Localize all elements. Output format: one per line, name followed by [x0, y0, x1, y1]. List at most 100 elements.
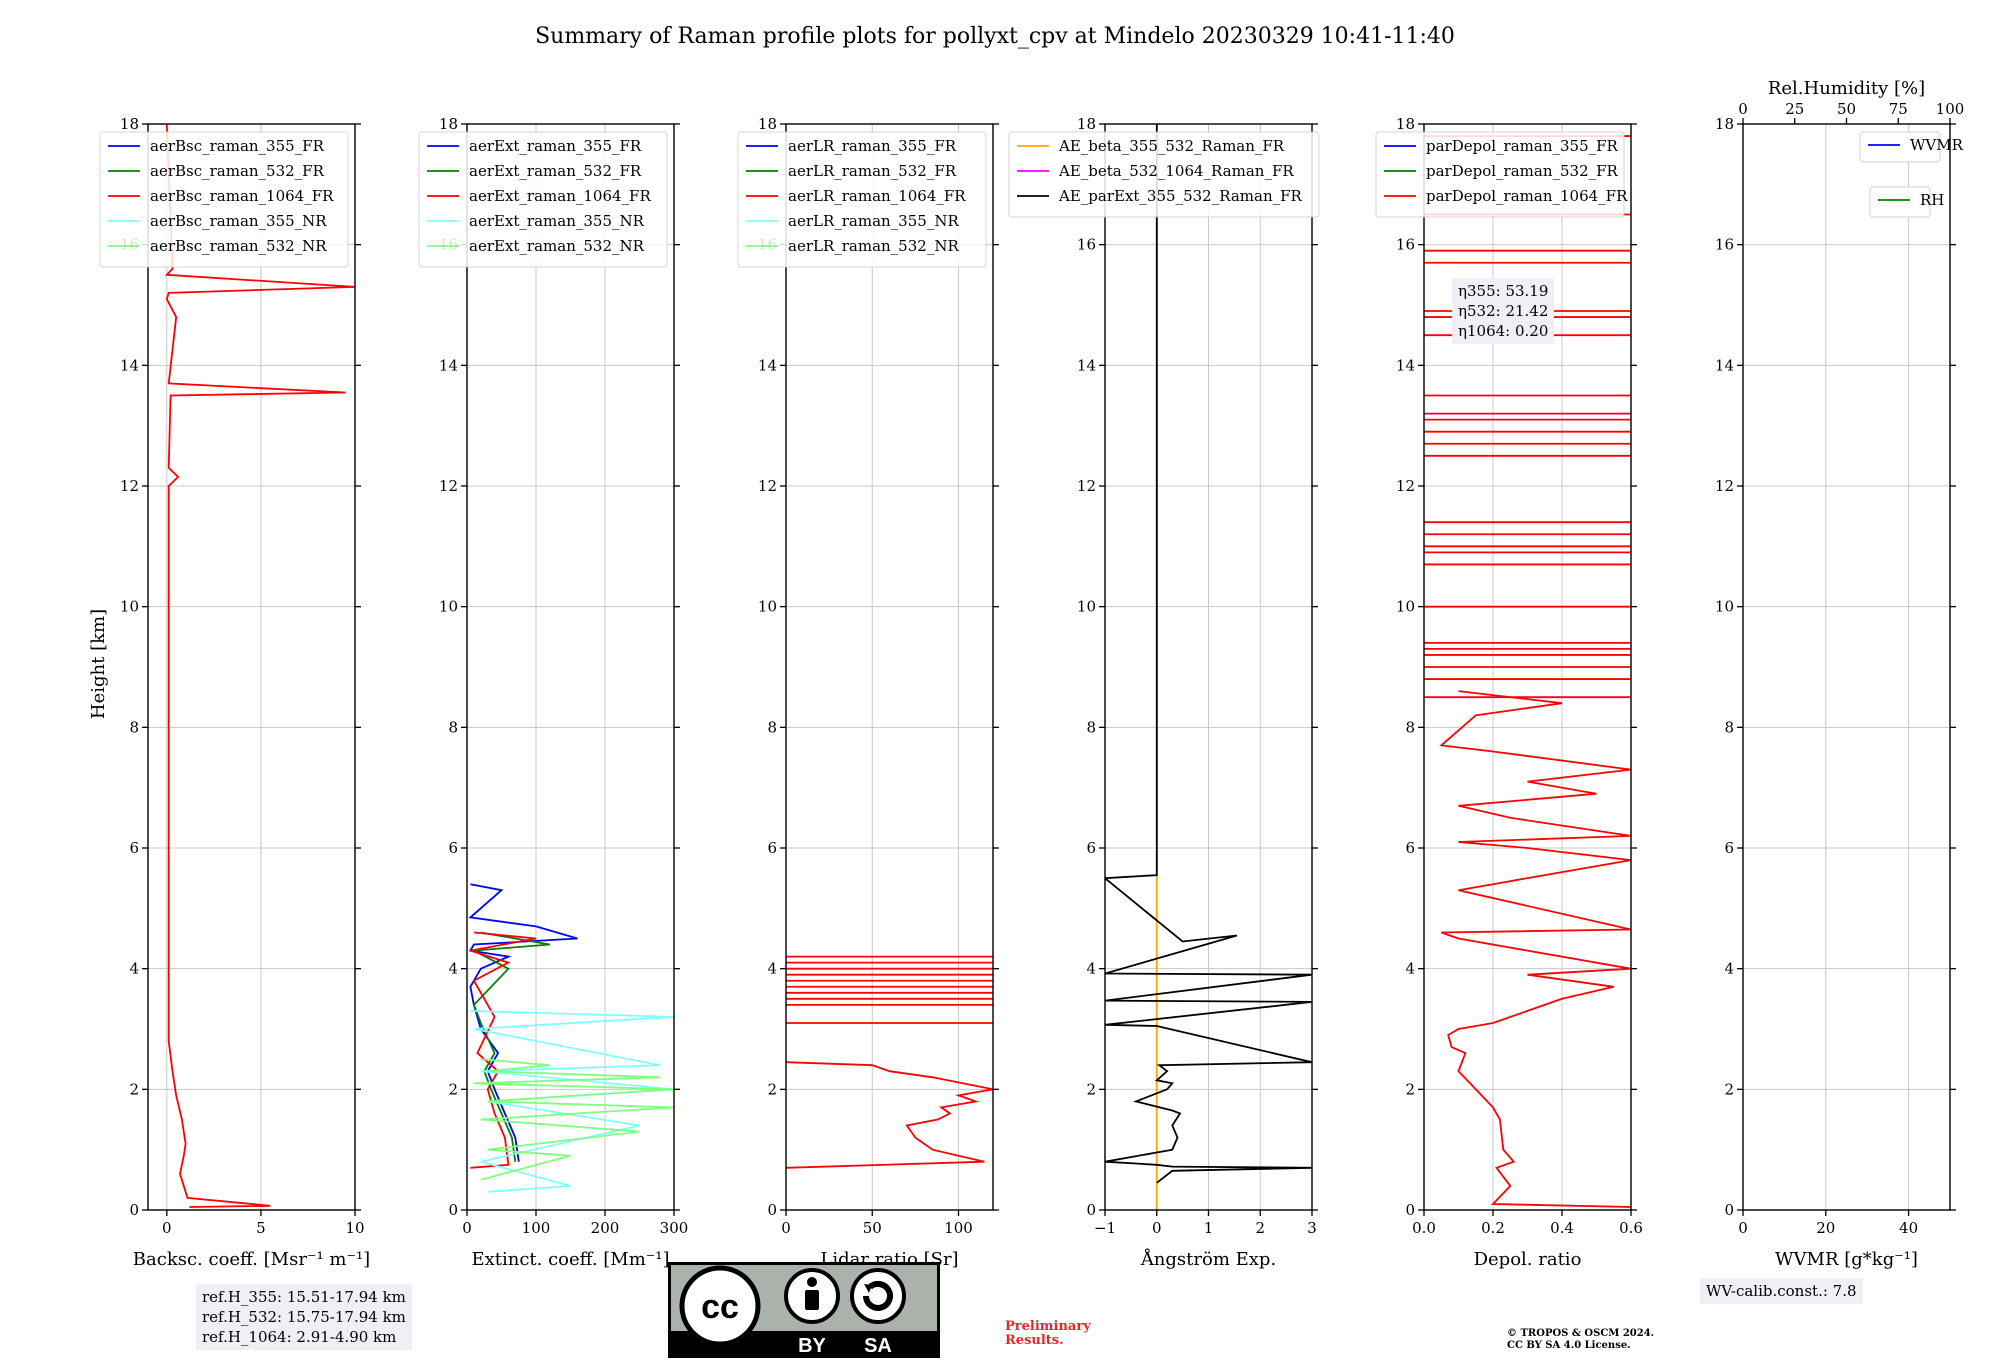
wv-calib-box: WV-calib.const.: 7.8 [1700, 1278, 1863, 1304]
plot-frame [1742, 123, 1951, 1211]
y-tick-label: 10 [758, 598, 777, 616]
legend-entry: aerBsc_raman_355_NR [150, 212, 327, 230]
y-tick-label: 18 [439, 115, 458, 133]
y-tick-label: 8 [767, 718, 777, 736]
y-axis-label: Height [km] [88, 609, 109, 719]
legend: WVMR RH [1859, 131, 1964, 218]
panel-1: 0246810121416180510Backsc. coeff. [Msr⁻¹… [99, 115, 370, 1270]
y-tick-label: 10 [1396, 598, 1415, 616]
legend-entry: aerExt_raman_532_FR [469, 162, 642, 180]
eta-box: η355: 53.19 η532: 21.42 η1064: 0.20 [1452, 278, 1555, 344]
x-tick-label: 0.4 [1550, 1219, 1574, 1237]
x-tick-label: 3 [1307, 1219, 1317, 1237]
y-tick-label: 12 [1715, 477, 1734, 495]
series-group [786, 955, 993, 1169]
legend-entry: aerExt_raman_532_NR [469, 237, 645, 255]
plot-frame [466, 123, 675, 1211]
y-tick-label: 6 [129, 839, 139, 857]
y-tick-label: 16 [1077, 236, 1096, 254]
y-tick-label: 18 [1715, 115, 1734, 133]
legend-entry: parDepol_raman_355_FR [1426, 137, 1619, 155]
x-tick-label: 0.2 [1481, 1219, 1505, 1237]
legend-entry: WVMR [1910, 136, 1964, 154]
legend-entry: aerExt_raman_1064_FR [469, 187, 651, 205]
x-tick-label: 20 [1816, 1219, 1835, 1237]
y-tick-label: 2 [767, 1080, 777, 1098]
series-line-aerExt_raman_355_NR [470, 1010, 674, 1193]
legend-box [1375, 131, 1625, 218]
y-tick-label: 2 [129, 1080, 139, 1098]
x-axis-label: WVMR [g*kg⁻¹] [1775, 1249, 1918, 1270]
y-tick-label: 0 [129, 1201, 139, 1219]
x-tick-label: 50 [863, 1219, 882, 1237]
y-tick-label: 14 [120, 356, 139, 374]
y-tick-label: 14 [1396, 356, 1415, 374]
legend-entry: aerLR_raman_532_FR [788, 162, 957, 180]
x-tick-label: 0 [162, 1219, 172, 1237]
legend-entry: aerExt_raman_355_NR [469, 212, 645, 230]
y-tick-label: 4 [1724, 960, 1734, 978]
y-tick-label: 0 [448, 1201, 458, 1219]
x-tick-label: 0 [462, 1219, 472, 1237]
y-tick-label: 4 [767, 960, 777, 978]
x-tick-label: 0.6 [1619, 1219, 1643, 1237]
y-tick-label: 0 [767, 1201, 777, 1219]
y-tick-label: 4 [1405, 960, 1415, 978]
legend-box [1859, 131, 1941, 163]
y-tick-label: 4 [129, 960, 139, 978]
svg-text:BY: BY [798, 1335, 826, 1357]
panel-2: 0246810121416180100200300Extinct. coeff.… [418, 115, 688, 1270]
top-tick-label: 50 [1837, 100, 1856, 118]
y-tick-label: 2 [1086, 1080, 1096, 1098]
legend-entry: aerBsc_raman_355_FR [150, 137, 325, 155]
legend-box [1008, 131, 1320, 218]
eta-532: η532: 21.42 [1458, 302, 1549, 320]
y-tick-label: 16 [1715, 236, 1734, 254]
y-tick-label: 10 [1715, 598, 1734, 616]
y-tick-label: 2 [1724, 1080, 1734, 1098]
series-line-aerExt_raman_1064_FR [470, 931, 537, 1169]
x-tick-label: 0 [781, 1219, 791, 1237]
y-tick-label: 0 [1086, 1201, 1096, 1219]
y-tick-label: 12 [1077, 477, 1096, 495]
y-tick-label: 10 [120, 598, 139, 616]
top-tick-label: 100 [1936, 100, 1965, 118]
wv-calib-text: WV-calib.const.: 7.8 [1706, 1282, 1857, 1300]
legend-entry: aerLR_raman_532_NR [788, 237, 959, 255]
y-tick-label: 8 [1086, 718, 1096, 736]
legend-entry: RH [1920, 191, 1944, 209]
panel-3: 024681012141618050100Lidar ratio [Sr]aer… [737, 115, 999, 1270]
legend-entry: parDepol_raman_532_FR [1426, 162, 1619, 180]
y-tick-label: 2 [1405, 1080, 1415, 1098]
x-tick-label: 0.0 [1412, 1219, 1436, 1237]
y-tick-label: 8 [1405, 718, 1415, 736]
x-tick-label: −1 [1094, 1219, 1116, 1237]
legend: AE_beta_355_532_Raman_FR AE_beta_532_1064… [1008, 131, 1320, 218]
y-tick-label: 18 [758, 115, 777, 133]
series-line-AE_parExt_355_532_Raman_FR [1105, 124, 1312, 1184]
y-tick-label: 0 [1405, 1201, 1415, 1219]
legend-entry: aerBsc_raman_532_FR [150, 162, 325, 180]
legend-entry: aerLR_raman_1064_FR [788, 187, 966, 205]
y-tick-label: 12 [439, 477, 458, 495]
copyright-note: © TROPOS & OSCM 2024. CC BY SA 4.0 Licen… [1507, 1328, 1655, 1351]
x-tick-label: 10 [345, 1219, 364, 1237]
x-tick-label: 0 [1152, 1219, 1162, 1237]
y-tick-label: 18 [1396, 115, 1415, 133]
y-tick-label: 4 [1086, 960, 1096, 978]
y-tick-label: 18 [120, 115, 139, 133]
plot-frame [785, 123, 994, 1211]
ref-heights-box: ref.H_355: 15.51-17.94 km ref.H_532: 15.… [196, 1284, 412, 1350]
x-tick-label: 200 [591, 1219, 620, 1237]
cc-license-icon: cc BY SA [668, 1262, 940, 1358]
legend-entry: AE_parExt_355_532_Raman_FR [1058, 187, 1303, 205]
svg-text:cc: cc [701, 1288, 739, 1326]
y-tick-label: 8 [129, 718, 139, 736]
legend: aerExt_raman_355_FR aerExt_raman_532_FRae… [418, 131, 668, 268]
y-tick-label: 6 [448, 839, 458, 857]
y-tick-label: 10 [1077, 598, 1096, 616]
plot-frame [1423, 123, 1632, 1211]
svg-text:SA: SA [864, 1335, 892, 1357]
